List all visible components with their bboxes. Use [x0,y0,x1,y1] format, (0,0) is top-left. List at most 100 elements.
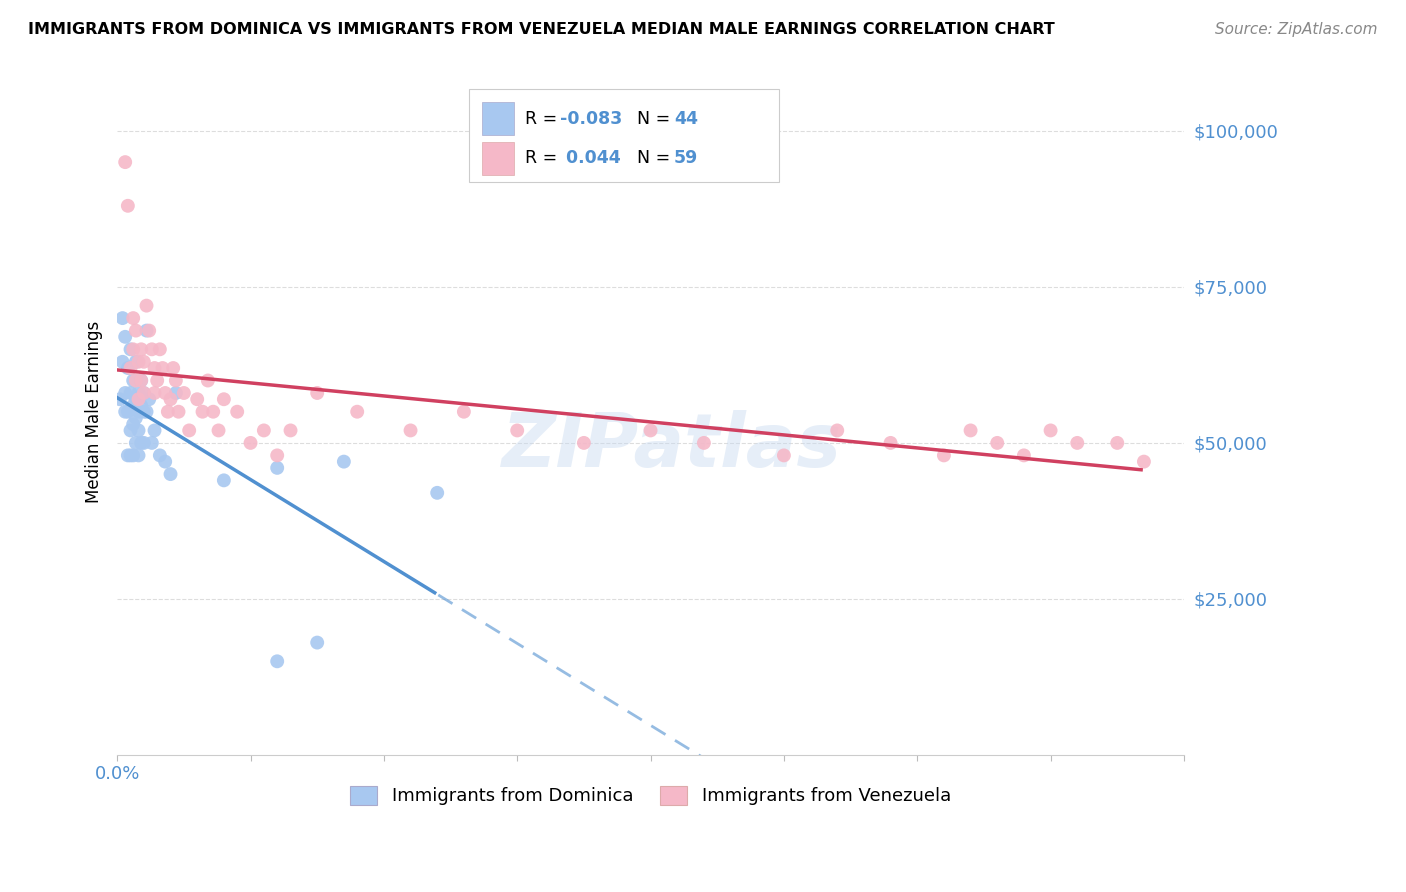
Point [122,343,145,357]
Point [693,436,716,450]
Point [167,405,190,419]
Point [122,449,145,463]
Point [111,311,134,326]
Point [266,449,288,463]
Point [239,436,262,450]
Point [153,386,176,401]
Point [453,405,475,419]
Point [117,361,139,376]
Point [120,449,142,463]
Point [202,405,225,419]
Point [1133,455,1156,469]
Point [333,455,356,469]
Point [932,449,955,463]
Point [143,424,166,438]
Point [129,436,152,450]
Point [122,417,145,432]
Point [986,436,1008,450]
Point [129,343,152,357]
FancyBboxPatch shape [470,89,779,182]
Text: -0.083: -0.083 [560,110,621,128]
Text: Source: ZipAtlas.com: Source: ZipAtlas.com [1215,22,1378,37]
Point [162,361,184,376]
Point [159,467,181,482]
Point [173,386,195,401]
Point [141,343,163,357]
Point [125,436,148,450]
Point [125,374,148,388]
Point [149,343,172,357]
Point [141,436,163,450]
Text: R =: R = [524,150,562,168]
FancyBboxPatch shape [482,103,515,135]
Point [122,374,145,388]
Point [156,405,179,419]
Point [132,436,155,450]
Point [120,424,142,438]
Point [152,361,174,376]
Point [122,399,145,413]
Point [125,355,148,369]
Point [143,386,166,401]
Point [128,392,150,407]
Point [132,386,155,401]
Point [159,392,181,407]
Point [266,654,288,668]
Point [128,386,150,401]
Point [1107,436,1129,450]
Point [825,424,848,438]
Point [266,461,288,475]
Point [572,436,595,450]
Point [117,405,139,419]
Point [128,424,150,438]
Point [117,449,139,463]
Text: R =: R = [524,110,562,128]
Point [129,374,152,388]
Point [111,355,134,369]
Point [125,392,148,407]
Point [108,392,131,407]
Point [120,361,142,376]
Point [212,392,235,407]
Point [640,424,662,438]
Point [207,424,229,438]
Text: ZIPatlas: ZIPatlas [502,409,842,483]
Point [125,324,148,338]
Text: N =: N = [637,110,675,128]
Point [135,405,157,419]
Point [135,299,157,313]
Point [773,449,796,463]
Point [149,449,172,463]
Point [138,324,160,338]
Point [125,411,148,425]
Text: 44: 44 [673,110,697,128]
Legend: Immigrants from Dominica, Immigrants from Venezuela: Immigrants from Dominica, Immigrants fro… [342,777,960,814]
Point [132,386,155,401]
Point [307,386,329,401]
Point [191,405,214,419]
Point [114,330,136,344]
Y-axis label: Median Male Earnings: Median Male Earnings [86,320,103,503]
Point [165,386,187,401]
Point [959,424,981,438]
Point [114,155,136,169]
Point [128,449,150,463]
Point [280,424,302,438]
Point [879,436,901,450]
Point [128,405,150,419]
Point [146,374,169,388]
Point [153,455,176,469]
Point [129,374,152,388]
Point [165,374,187,388]
Point [307,635,329,649]
Point [135,324,157,338]
Point [212,474,235,488]
Point [138,392,160,407]
Point [128,355,150,369]
Point [120,386,142,401]
Point [346,405,368,419]
Point [129,399,152,413]
Point [197,374,219,388]
Point [253,424,276,438]
Point [120,343,142,357]
